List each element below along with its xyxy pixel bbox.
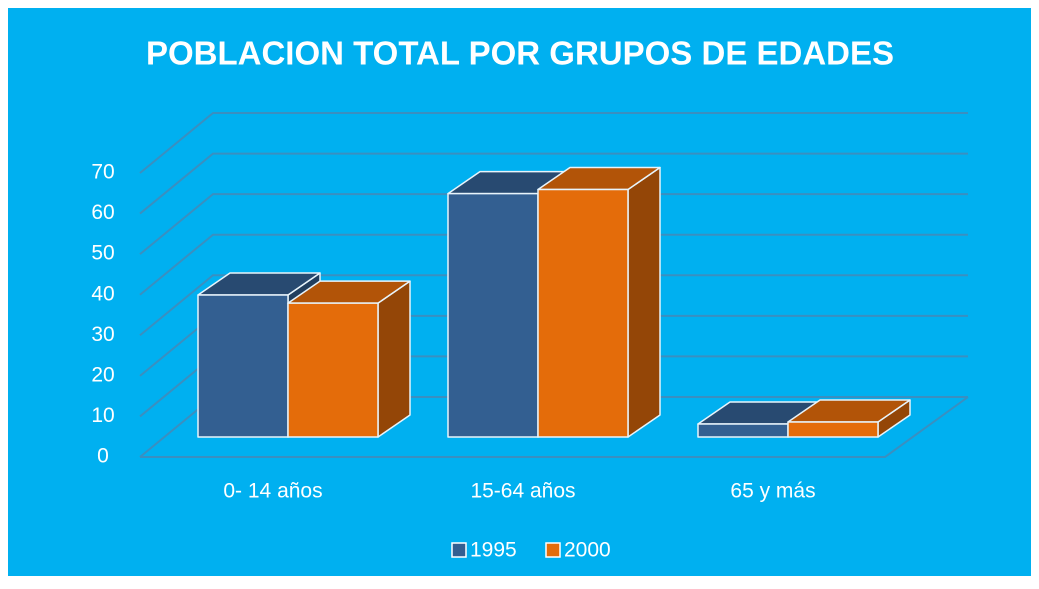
- chart-title: POBLACION TOTAL POR GRUPOS DE EDADES: [146, 35, 894, 72]
- y-tick-label: 30: [91, 323, 114, 346]
- legend-swatch: [545, 542, 561, 558]
- y-tick-label: 40: [91, 282, 114, 305]
- grid-line: [139, 193, 968, 255]
- bar-side: [377, 280, 411, 438]
- bar: [197, 294, 289, 438]
- x-tick-label: 0- 14 años: [223, 480, 322, 503]
- bar: [447, 192, 539, 438]
- y-tick-label: 20: [91, 363, 114, 386]
- y-tick-label: 70: [91, 161, 114, 184]
- legend-label: 2000: [564, 539, 611, 562]
- grid-line: [139, 233, 968, 296]
- grid-line: [139, 112, 968, 174]
- x-tick-label: 65 y más: [730, 480, 815, 503]
- legend-swatch: [451, 542, 467, 558]
- bar: [287, 302, 379, 438]
- floor-edge: [140, 396, 969, 458]
- bar: [787, 421, 879, 438]
- x-tick-label: 15-64 años: [470, 480, 575, 503]
- bar: [697, 423, 789, 438]
- bar: [537, 188, 629, 438]
- grid-line: [139, 152, 968, 215]
- y-tick-label: 10: [91, 404, 114, 427]
- grid-line: [139, 274, 968, 337]
- y-tick-label: 50: [91, 242, 114, 265]
- bar-side: [627, 166, 661, 438]
- legend-label: 1995: [470, 539, 517, 562]
- y-tick-label: 60: [91, 201, 114, 224]
- y-tick-label: 0: [97, 445, 109, 468]
